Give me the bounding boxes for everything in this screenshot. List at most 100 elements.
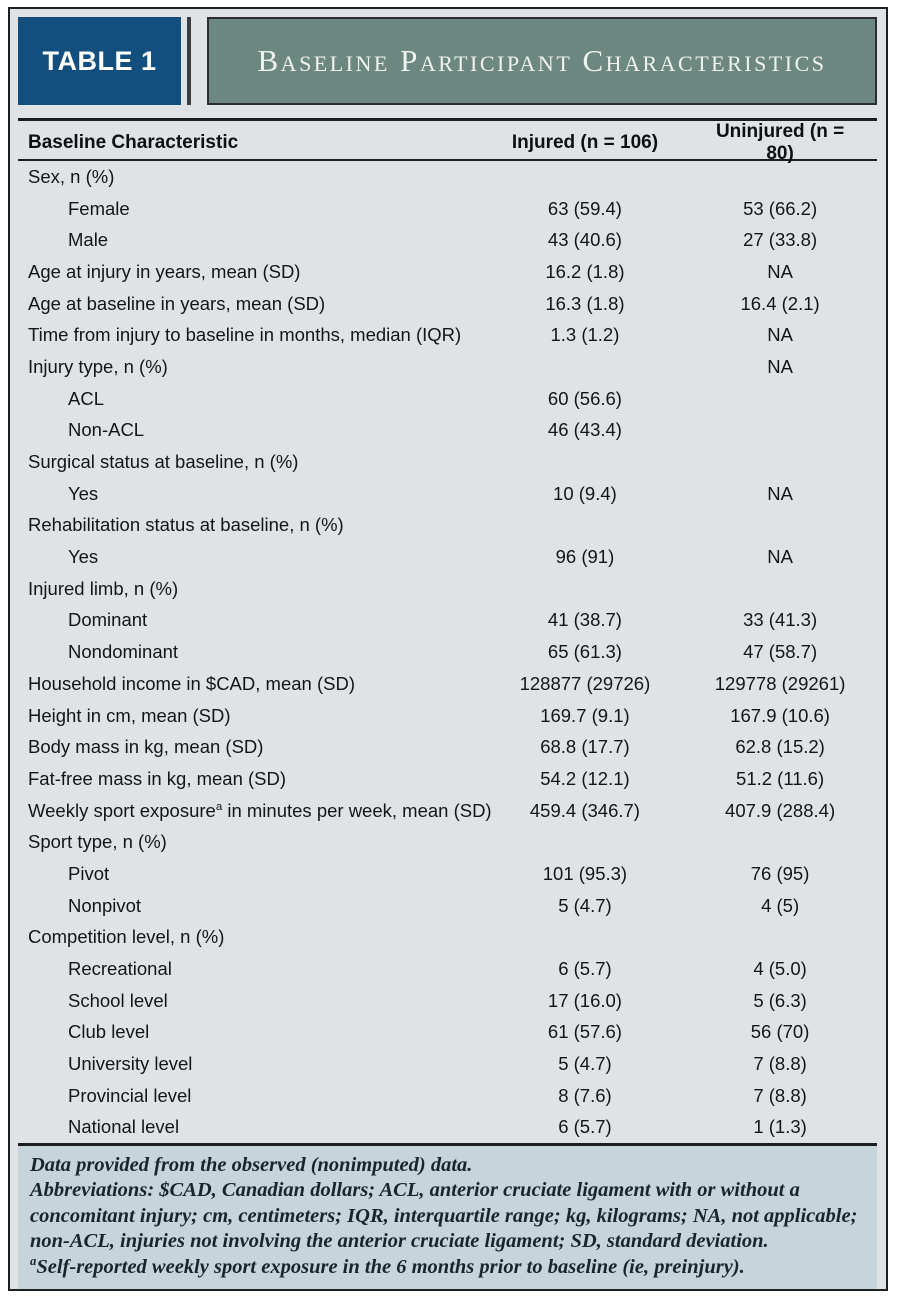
table-body: Sex, n (%) Female 63 (59.4) 53 (66.2) Male 43… xyxy=(18,161,877,1143)
table-number-label: TABLE 1 xyxy=(42,45,157,76)
table-row: University level 5 (4.7) 7 (8.8) xyxy=(18,1048,877,1080)
table-row: Yes 96 (91) NA xyxy=(18,541,877,573)
injured-value: 96 (91) xyxy=(555,546,615,568)
injured-value: 68.8 (17.7) xyxy=(540,736,630,758)
table-row: Fat-free mass in kg, mean (SD) 54.2 (12.1… xyxy=(18,763,877,795)
uninjured-value: NA xyxy=(767,260,793,282)
table-number-badge: TABLE 1 xyxy=(18,17,181,105)
row-label: Yes xyxy=(68,482,99,504)
rule-below-column-headers xyxy=(18,158,877,161)
uninjured-value: NA xyxy=(767,324,793,346)
injured-value: 5 (4.7) xyxy=(558,894,612,916)
table-row: Competition level, n (%) xyxy=(18,922,877,954)
rule-above-column-headers xyxy=(18,118,877,121)
table-row: Age at baseline in years, mean (SD) 16.3 … xyxy=(18,288,877,320)
table-row: Sex, n (%) xyxy=(18,161,877,193)
row-label: Dominant xyxy=(68,609,148,631)
table-row: Provincial level 8 (7.6) 7 (8.8) xyxy=(18,1080,877,1112)
uninjured-value: 51.2 (11.6) xyxy=(736,767,825,789)
row-label: Provincial level xyxy=(68,1084,192,1106)
row-label: Fat-free mass in kg, mean (SD) xyxy=(28,767,287,789)
table-row: Yes 10 (9.4) NA xyxy=(18,478,877,510)
row-label: University level xyxy=(68,1053,193,1075)
injured-value: 6 (5.7) xyxy=(558,958,612,980)
row-label: Age at baseline in years, mean (SD) xyxy=(28,292,326,314)
injured-value: 101 (95.3) xyxy=(542,862,628,884)
injured-value: 54.2 (12.1) xyxy=(540,767,630,789)
row-label: Injury type, n (%) xyxy=(28,355,168,377)
footnote: Abbreviations: $CAD, Canadian dollars; A… xyxy=(30,1179,858,1253)
table-row: Recreational 6 (5.7) 4 (5.0) xyxy=(18,953,877,985)
uninjured-value: 7 (8.8) xyxy=(753,1084,807,1106)
injured-value: 128877 (29726) xyxy=(519,672,651,694)
header-divider xyxy=(187,17,191,105)
uninjured-value: 56 (70) xyxy=(750,1021,810,1043)
table-row: School level 17 (16.0) 5 (6.3) xyxy=(18,985,877,1017)
table-header-banner: TABLE 1 Baseline Participant Characteris… xyxy=(18,17,877,105)
row-label: Recreational xyxy=(68,958,172,980)
injured-value: 10 (9.4) xyxy=(553,482,617,504)
uninjured-value: 7 (8.8) xyxy=(753,1053,807,1075)
table-row: Dominant 41 (38.7) 33 (41.3) xyxy=(18,605,877,637)
injured-value: 459.4 (346.7) xyxy=(529,799,640,821)
row-label: Height in cm, mean (SD) xyxy=(28,704,231,726)
column-header-row: Baseline Characteristic Injured (n = 106… xyxy=(18,121,877,164)
table-row: Household income in $CAD, mean (SD) 12887… xyxy=(18,668,877,700)
uninjured-value: 16.4 (2.1) xyxy=(740,292,820,314)
row-label: Surgical status at baseline, n (%) xyxy=(28,451,299,473)
uninjured-value: 27 (33.8) xyxy=(743,229,818,251)
uninjured-value: 4 (5.0) xyxy=(753,958,807,980)
row-label: Weekly sport exposurea in minutes per we… xyxy=(28,799,492,821)
injured-value: 60 (56.6) xyxy=(547,387,622,409)
uninjured-value: NA xyxy=(767,546,793,568)
table-row: National level 6 (5.7) 1 (1.3) xyxy=(18,1112,877,1144)
row-label: Club level xyxy=(68,1021,150,1043)
row-label: Injured limb, n (%) xyxy=(28,577,179,599)
row-label: Household income in $CAD, mean (SD) xyxy=(28,672,355,694)
row-label: Non-ACL xyxy=(68,419,145,441)
row-label: Pivot xyxy=(68,862,110,884)
uninjured-value: 53 (66.2) xyxy=(743,197,818,219)
footnote: Data provided from the observed (nonimpu… xyxy=(30,1153,473,1176)
row-label: Competition level, n (%) xyxy=(28,926,225,948)
rule-above-footnotes xyxy=(18,1143,877,1146)
column-header-injured: Injured (n = 106) xyxy=(511,131,659,153)
table-row: ACL 60 (56.6) xyxy=(18,383,877,415)
injured-value: 6 (5.7) xyxy=(558,1116,612,1138)
uninjured-value: 76 (95) xyxy=(750,862,810,884)
injured-value: 8 (7.6) xyxy=(558,1084,612,1106)
table-row: Pivot 101 (95.3) 76 (95) xyxy=(18,858,877,890)
uninjured-value: 1 (1.3) xyxy=(753,1116,807,1138)
row-label: Time from injury to baseline in months, … xyxy=(28,324,462,346)
row-label: Yes xyxy=(68,546,99,568)
injured-value: 43 (40.6) xyxy=(547,229,622,251)
uninjured-value: 62.8 (15.2) xyxy=(735,736,825,758)
table-title: Baseline Participant Characteristics xyxy=(257,43,827,78)
injured-value: 5 (4.7) xyxy=(558,1053,612,1075)
row-label: Nonpivot xyxy=(68,894,142,916)
table-row: Rehabilitation status at baseline, n (%) xyxy=(18,510,877,542)
footnotes-block: Data provided from the observed (nonimpu… xyxy=(18,1145,877,1290)
table-row: Female 63 (59.4) 53 (66.2) xyxy=(18,193,877,225)
uninjured-value: NA xyxy=(767,355,793,377)
table-row: Surgical status at baseline, n (%) xyxy=(18,446,877,478)
table-frame: TABLE 1 Baseline Participant Characteris… xyxy=(8,7,888,1291)
injured-value: 169.7 (9.1) xyxy=(540,704,630,726)
row-label: Age at injury in years, mean (SD) xyxy=(28,260,301,282)
table-row: Nonpivot 5 (4.7) 4 (5) xyxy=(18,890,877,922)
column-header-characteristic: Baseline Characteristic xyxy=(28,131,239,153)
uninjured-value: 167.9 (10.6) xyxy=(730,704,830,726)
injured-value: 61 (57.6) xyxy=(547,1021,622,1043)
injured-value: 16.3 (1.8) xyxy=(545,292,625,314)
row-label: School level xyxy=(68,989,168,1011)
table-row: Body mass in kg, mean (SD) 68.8 (17.7) 62.… xyxy=(18,731,877,763)
uninjured-value: 47 (58.7) xyxy=(743,641,818,663)
injured-value: 46 (43.4) xyxy=(547,419,622,441)
injured-value: 65 (61.3) xyxy=(547,641,622,663)
row-label: ACL xyxy=(68,387,104,409)
row-label: Rehabilitation status at baseline, n (%) xyxy=(28,514,344,536)
uninjured-value: NA xyxy=(767,482,793,504)
footnote: aSelf-reported weekly sport exposure in … xyxy=(30,1253,745,1278)
title-banner: Baseline Participant Characteristics xyxy=(207,17,877,105)
